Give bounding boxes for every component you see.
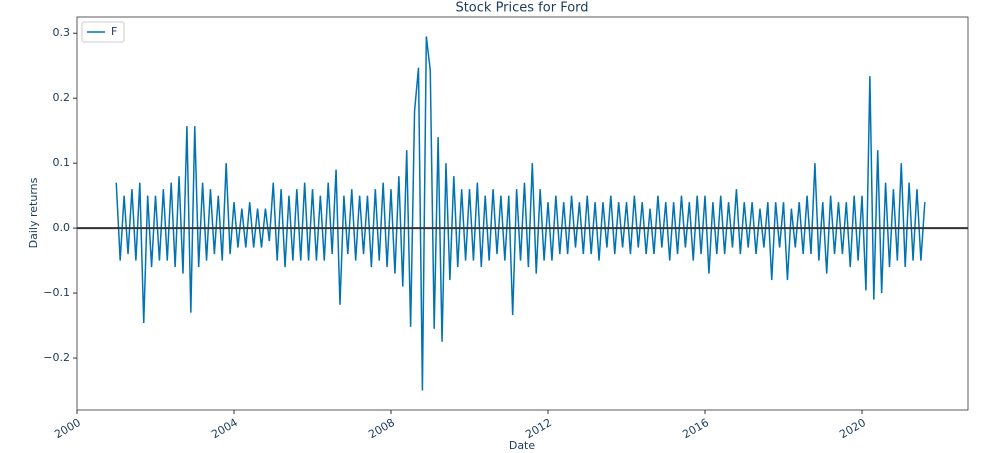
chart-title: Stock Prices for Ford (455, 1, 588, 16)
y-tick-label: 0.2 (53, 91, 71, 104)
y-tick-label: 0.1 (53, 156, 71, 169)
x-tick-label: 2012 (523, 416, 554, 441)
x-tick-label: 2020 (837, 416, 868, 441)
y-tick-label: −0.1 (43, 286, 70, 299)
x-tick-label: 2008 (366, 416, 397, 441)
y-tick-label: −0.2 (43, 351, 70, 364)
x-tick-label: 2004 (209, 416, 240, 441)
y-axis-label: Daily returns (27, 177, 40, 248)
x-tick-label: 2016 (680, 416, 711, 441)
y-tick-label: 0.3 (53, 26, 71, 39)
y-tick-label: 0.0 (53, 221, 71, 234)
x-axis-label: Date (509, 439, 536, 452)
legend: F (81, 21, 125, 43)
x-tick-label: 2000 (52, 416, 83, 441)
plot-frame (76, 16, 969, 411)
legend-label: F (111, 25, 117, 38)
series-line (115, 36, 926, 391)
